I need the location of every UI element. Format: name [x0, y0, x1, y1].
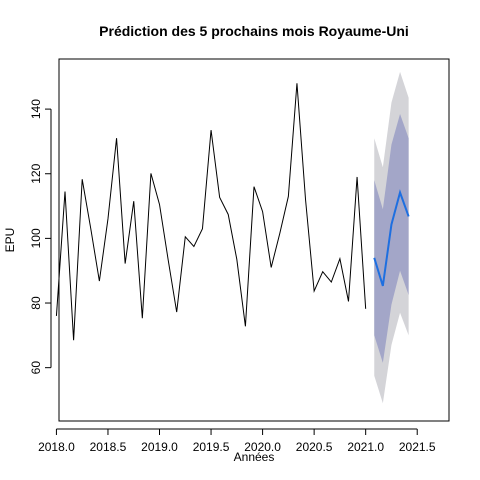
interval-80-band	[374, 113, 409, 363]
y-tick-label: 60	[29, 361, 43, 375]
x-tick-label: 2021.0	[347, 440, 384, 454]
forecast-series-line	[373, 189, 410, 287]
x-tick-label: 2021.5	[399, 440, 436, 454]
x-tick-label: 2019.0	[141, 440, 178, 454]
observed-series-line	[55, 83, 367, 341]
plot-frame	[58, 58, 450, 422]
y-axis-label: EPU	[3, 228, 17, 253]
x-tick-label: 2018.5	[90, 440, 127, 454]
x-tick-label: 2020.0	[244, 440, 281, 454]
interval-80-bands	[374, 113, 409, 363]
y-tick-label: 100	[29, 228, 43, 248]
x-axis: 2018.0 2018.5 2019.0 2019.5 2020.0 2020.5 2021…	[38, 428, 436, 454]
x-axis-label: Années	[234, 450, 275, 464]
x-tick-label: 2018.0	[38, 440, 75, 454]
chart-title: Prédiction des 5 prochains mois Royaume-…	[99, 23, 409, 39]
y-tick-label: 140	[29, 99, 43, 119]
y-axis: 60 80 100 120 140	[29, 99, 52, 375]
y-tick-label: 80	[29, 296, 43, 310]
y-tick-label: 120	[29, 163, 43, 183]
x-tick-label: 2019.5	[193, 440, 230, 454]
x-tick-label: 2020.5	[296, 440, 333, 454]
